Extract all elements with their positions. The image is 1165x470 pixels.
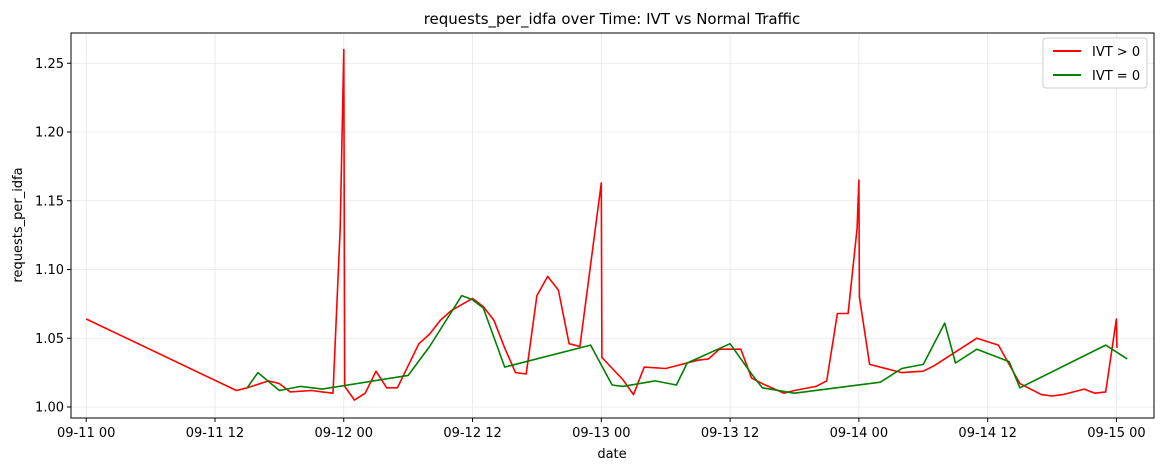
x-tick-label: 09-12 00 — [315, 426, 373, 441]
legend: IVT > 0 IVT = 0 — [1042, 37, 1148, 89]
plot-frame — [70, 32, 1155, 419]
x-tick-label: 09-14 12 — [958, 426, 1016, 441]
legend-label-ivt-positive: IVT > 0 — [1092, 45, 1140, 60]
x-axis: 09-11 00 09-11 12 09-12 00 09-12 12 09-13 00… — [57, 418, 1146, 441]
y-tick-label: 1.20 — [35, 126, 64, 141]
y-tick-label: 1.10 — [35, 263, 64, 278]
series-layer — [85, 48, 1128, 401]
x-tick-label: 09-13 00 — [572, 426, 630, 441]
x-tick-label: 09-15 00 — [1087, 426, 1145, 441]
series-line-ivt-zero — [246, 294, 1128, 395]
x-tick-label: 09-12 12 — [443, 426, 501, 441]
y-tick-label: 1.25 — [35, 57, 64, 72]
y-axis: 1.00 1.05 1.10 1.15 1.20 1.25 — [35, 57, 71, 416]
x-axis-label: date — [597, 447, 626, 462]
y-tick-label: 1.15 — [35, 194, 64, 209]
legend-label-ivt-zero: IVT = 0 — [1092, 69, 1140, 84]
y-tick-label: 1.00 — [35, 401, 64, 416]
x-tick-label: 09-11 00 — [57, 426, 115, 441]
y-tick-label: 1.05 — [35, 332, 64, 347]
x-tick-label: 09-14 00 — [830, 426, 888, 441]
series-line-ivt-positive — [85, 48, 1118, 401]
chart-title: requests_per_idfa over Time: IVT vs Norm… — [424, 10, 801, 29]
grid — [71, 33, 1154, 418]
y-axis-label: requests_per_idfa — [11, 167, 26, 282]
x-tick-label: 09-11 12 — [186, 426, 244, 441]
x-tick-label: 09-13 12 — [701, 426, 759, 441]
